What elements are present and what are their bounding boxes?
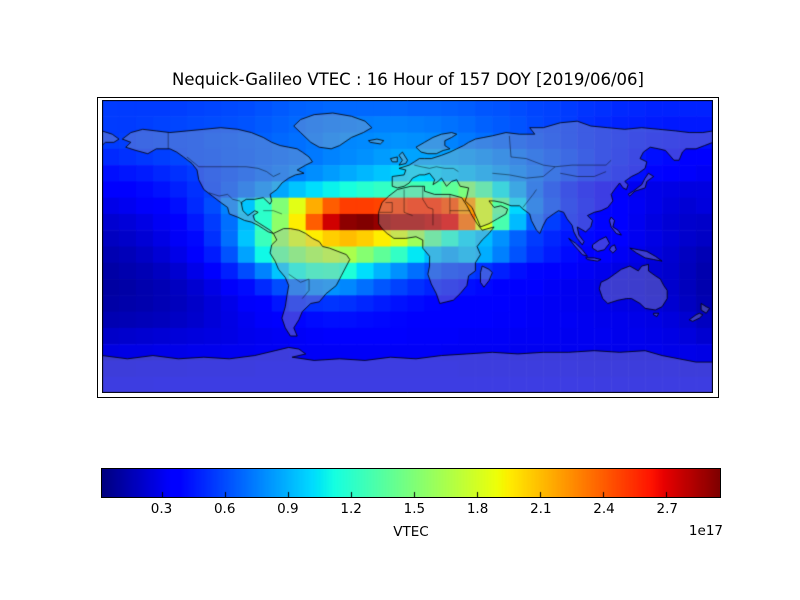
colorbar-gradient-canvas	[101, 468, 721, 498]
colorbar-tick-label: 2.1	[530, 501, 552, 517]
vtec-heatmap-canvas	[102, 100, 713, 393]
colorbar-tick-label: 0.9	[277, 501, 299, 517]
colorbar-tick-label: 1.2	[340, 501, 362, 517]
colorbar-tick-label: 2.7	[656, 501, 678, 517]
colorbar-tick-label: 2.4	[593, 501, 615, 517]
colorbar-tick-label: 1.5	[403, 501, 426, 517]
colorbar-axis-label: VTEC	[393, 524, 429, 540]
plot-title: Nequick-Galileo VTEC : 16 Hour of 157 DO…	[172, 70, 644, 89]
colorbar-tick-label: 1.8	[466, 501, 489, 517]
colorbar-tick-label: 0.6	[213, 501, 236, 517]
colorbar: 0.3 0.6 0.9 1.2 1.5 1.8 2.1 2.4 2.7 VTEC…	[101, 468, 723, 548]
colorbar-scale-label: 1e17	[688, 523, 723, 539]
colorbar-tick-label: 0.3	[150, 501, 173, 517]
